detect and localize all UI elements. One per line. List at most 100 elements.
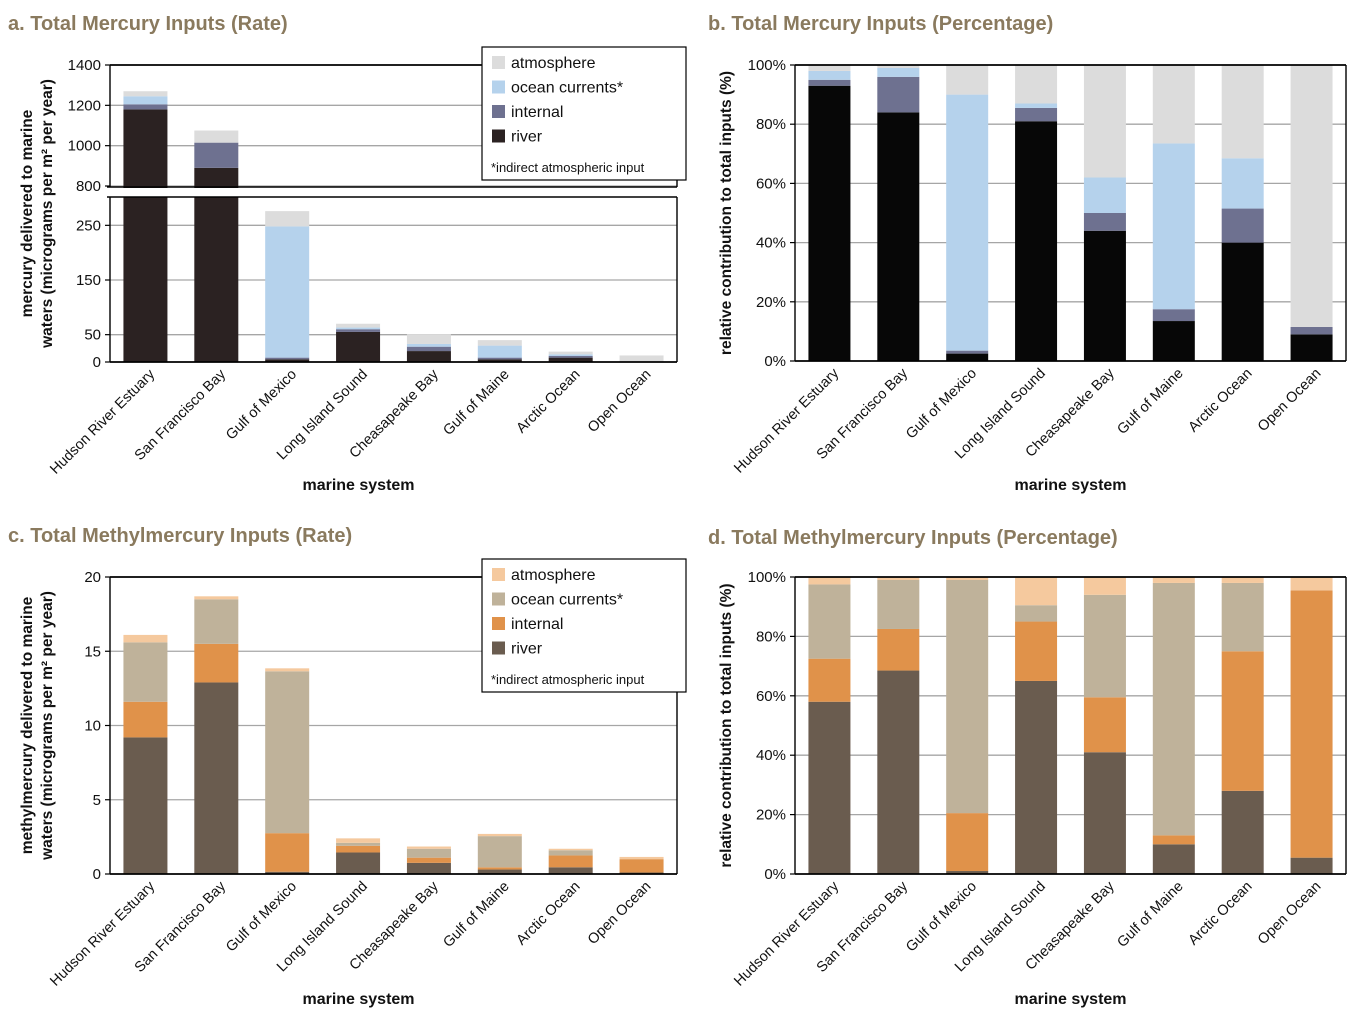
bar-cheasapeake-bay-internal	[406, 857, 451, 863]
bar-cheasapeake-bay-ocean-currents	[1083, 177, 1126, 213]
bar-san-francisco-bay-atmosphere	[877, 577, 920, 580]
legend: atmosphere ocean currents* internal river *i…	[481, 558, 687, 693]
bar-gulf-of-maine-ocean-currents	[477, 345, 522, 358]
y-tick-label: 80%	[756, 628, 786, 645]
bar-arctic-ocean-river	[548, 357, 593, 362]
bar-arctic-ocean-internal	[548, 355, 593, 358]
bar-long-island-sound-internal	[336, 845, 381, 853]
bar-arctic-ocean-atmosphere	[1221, 65, 1264, 159]
x-tick-label: Gulf of Mexico	[223, 367, 300, 444]
y-axis-title: methylmercury delivered to marine	[19, 596, 36, 854]
bar-gulf-of-maine-internal	[1152, 309, 1195, 322]
bar-cheasapeake-bay-ocean-currents	[1083, 594, 1126, 698]
bar-open-ocean-atmosphere	[619, 856, 664, 860]
bar-arctic-ocean-internal	[548, 855, 593, 868]
bar-gulf-of-mexico-internal	[265, 833, 310, 872]
legend-swatch-ocean-currents	[492, 80, 505, 94]
bar-san-francisco-bay-internal	[194, 643, 239, 683]
legend: atmosphere ocean currents* internal river *i…	[481, 46, 687, 181]
x-tick-label: Arctic Ocean	[1186, 366, 1256, 436]
y-tick-label: 10	[84, 718, 101, 735]
bar-arctic-ocean-atmosphere	[548, 351, 593, 355]
bar-gulf-of-maine-internal	[477, 867, 522, 870]
chart-title: c. Total Methylmercury Inputs (Rate)	[8, 525, 352, 547]
bar-gulf-of-maine-internal	[477, 357, 522, 360]
legend-label-river: river	[511, 129, 543, 146]
bar-open-ocean-internal	[1290, 326, 1333, 335]
legend-label-internal: internal	[511, 616, 563, 633]
y-axis-title: waters (micrograms per m² per year)	[39, 591, 56, 861]
x-tick-label: Open Ocean	[1255, 366, 1324, 435]
legend-label-ocean-currents: ocean currents*	[511, 80, 623, 97]
legend-label-internal: internal	[511, 104, 563, 121]
x-tick-label: Gulf of Mexico	[903, 366, 980, 443]
y-tick-label: 100%	[748, 569, 786, 586]
bar-cheasapeake-bay-river	[406, 351, 451, 362]
bar-gulf-of-maine-river	[1152, 321, 1195, 361]
bar-long-island-sound-river	[336, 852, 381, 874]
bar-hudson-river-estuary-river	[808, 701, 851, 874]
y-tick-label: 150	[76, 272, 101, 289]
y-tick-label: 20	[84, 569, 101, 586]
bar-arctic-ocean-internal	[1221, 651, 1264, 791]
bar-long-island-sound-atmosphere	[336, 323, 381, 328]
bar-gulf-of-maine-ocean-currents	[1152, 582, 1195, 836]
x-axis-title: marine system	[1014, 477, 1126, 494]
bar-long-island-sound-river	[1015, 121, 1058, 362]
bar-hudson-river-estuary-ocean-currents	[808, 584, 851, 659]
bar-gulf-of-mexico-atmosphere	[265, 211, 310, 227]
bar-gulf-of-mexico-river	[946, 871, 989, 874]
chart-b: 0%20%40%60%80%100%Hudson River EstuarySa…	[708, 13, 1347, 494]
y-tick-label: 50	[84, 327, 101, 344]
bar-open-ocean-internal	[1290, 590, 1333, 858]
legend-box	[481, 558, 687, 693]
bar-hudson-river-estuary-atmosphere	[808, 577, 851, 585]
y-axis-title: relative contribution to total inputs (%…	[718, 583, 735, 867]
x-tick-label: Gulf of Mexico	[903, 879, 980, 956]
y-tick-label: 1400	[68, 57, 101, 74]
bar-san-francisco-bay-atmosphere	[194, 130, 239, 143]
bar-gulf-of-maine-river	[477, 869, 522, 874]
chart-title: d. Total Methylmercury Inputs (Percentag…	[708, 527, 1118, 549]
bar-open-ocean-internal	[619, 859, 664, 873]
bar-open-ocean-atmosphere	[619, 355, 664, 362]
legend-swatch-atmosphere	[492, 56, 505, 69]
chart-title: b. Total Mercury Inputs (Percentage)	[708, 13, 1053, 35]
bar-long-island-sound-ocean-currents	[336, 842, 381, 846]
bar-open-ocean-river	[1290, 334, 1333, 361]
bar-long-island-sound-ocean-currents	[1015, 103, 1058, 108]
bar-hudson-river-estuary-ocean-currents	[808, 70, 851, 80]
legend-swatch-river	[492, 129, 505, 143]
bar-gulf-of-mexico-atmosphere	[265, 668, 310, 672]
bar-arctic-ocean-ocean-currents	[548, 354, 593, 356]
x-tick-label: Gulf of Mexico	[223, 879, 300, 956]
bar-long-island-sound-river	[1015, 680, 1058, 874]
legend-footnote: *indirect atmospheric input	[491, 672, 645, 687]
y-tick-label: 5	[93, 792, 101, 809]
bar-hudson-river-estuary-river	[123, 109, 168, 362]
bar-gulf-of-mexico-ocean-currents	[946, 579, 989, 814]
bar-arctic-ocean-internal	[1221, 208, 1264, 243]
bar-cheasapeake-bay-river	[1083, 230, 1126, 361]
y-axis-title: relative contribution to total inputs (%…	[718, 71, 735, 355]
bar-san-francisco-bay-atmosphere	[877, 65, 920, 68]
bar-san-francisco-bay-ocean-currents	[877, 579, 920, 629]
bar-hudson-river-estuary-internal	[808, 658, 851, 702]
y-tick-label: 20%	[756, 294, 786, 311]
bar-san-francisco-bay-river	[877, 112, 920, 361]
y-tick-label: 0	[93, 866, 101, 883]
x-tick-label: Gulf of Maine	[440, 367, 512, 439]
bar-cheasapeake-bay-atmosphere	[1083, 65, 1126, 178]
bar-gulf-of-mexico-internal	[946, 813, 989, 872]
x-tick-label: Gulf of Maine	[1114, 366, 1186, 438]
bar-cheasapeake-bay-internal	[406, 346, 451, 352]
bar-hudson-river-estuary-ocean-currents	[123, 96, 168, 105]
bar-long-island-sound-atmosphere	[336, 838, 381, 843]
x-tick-label: Arctic Ocean	[514, 879, 584, 949]
legend-swatch-internal	[492, 105, 505, 118]
bar-cheasapeake-bay-ocean-currents	[406, 848, 451, 858]
bar-arctic-ocean-ocean-currents	[1221, 158, 1264, 209]
bar-san-francisco-bay-internal	[877, 628, 920, 671]
bar-arctic-ocean-river	[1221, 790, 1264, 874]
